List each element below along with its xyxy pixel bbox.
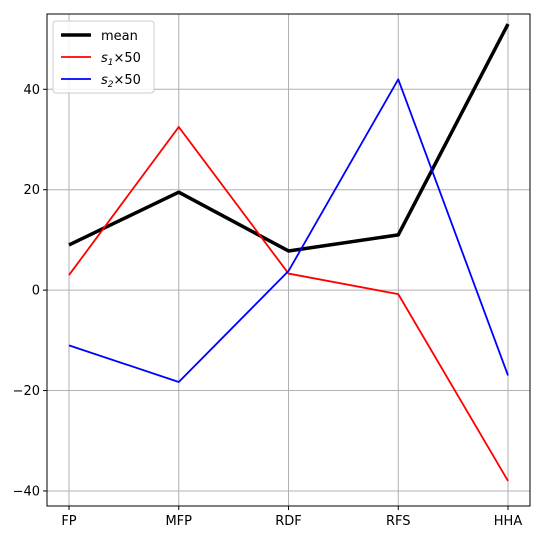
legend-label: s1×50 [101,51,141,68]
grid-lines [47,14,530,506]
legend-box [52,20,155,94]
x-tick-label: RDF [275,514,302,529]
y-tick-label: 0 [32,284,40,299]
x-tick-label: RFS [386,514,411,529]
legend-label: s2×50 [101,73,141,90]
x-axis: FP MFP RDF RFS HHA [61,506,522,529]
x-tick-label: HHA [494,514,523,529]
y-axis: −40 −20 0 20 40 [13,83,47,499]
legend-label: mean [101,29,138,44]
x-tick-label: MFP [165,514,192,529]
x-tick-label: FP [61,514,76,529]
y-tick-label: −40 [13,484,40,499]
y-tick-label: −20 [13,384,40,399]
series-layer [68,23,510,482]
legend: mean s1×50 s2×50 [52,20,155,94]
y-tick-label: 40 [23,83,40,98]
y-tick-label: 20 [23,183,40,198]
